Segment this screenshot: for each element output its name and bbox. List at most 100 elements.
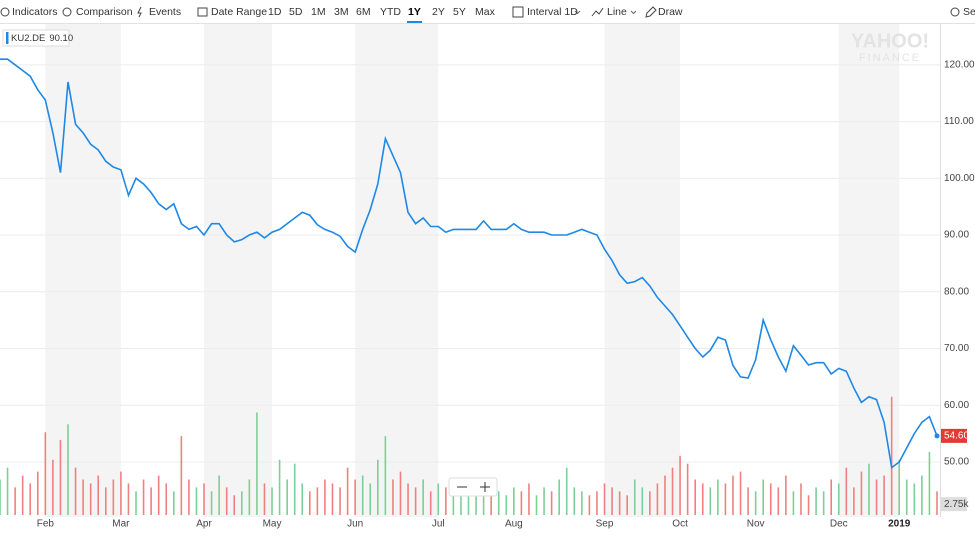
volume-bar bbox=[0, 479, 1, 515]
x-tick-label: Oct bbox=[672, 519, 688, 530]
volume-bar bbox=[316, 487, 319, 515]
toolbar-button[interactable]: Draw bbox=[658, 6, 683, 18]
volume-bar bbox=[732, 475, 734, 515]
x-tick-label: May bbox=[263, 519, 282, 530]
volume-bar bbox=[293, 463, 296, 515]
x-tick-label: Aug bbox=[505, 519, 523, 530]
month-band bbox=[838, 24, 900, 517]
volume-bar bbox=[150, 487, 152, 515]
toolbar-button[interactable]: 5D bbox=[289, 6, 303, 18]
volume-bar bbox=[407, 483, 409, 515]
volume-bar bbox=[936, 491, 938, 515]
volume-bar bbox=[233, 495, 236, 515]
volume-bar bbox=[460, 487, 462, 515]
x-tick-label: Feb bbox=[37, 519, 55, 530]
x-tick-label: Sep bbox=[596, 519, 614, 530]
volume-bar bbox=[346, 467, 349, 515]
toolbar-button[interactable]: 5Y bbox=[453, 6, 466, 18]
y2-tick-box bbox=[941, 497, 967, 512]
volume-bar bbox=[769, 483, 772, 515]
toolbar-button[interactable]: 6M bbox=[356, 6, 371, 18]
volume-bar bbox=[256, 412, 258, 515]
toolbar-button[interactable]: Events bbox=[149, 6, 181, 18]
toolbar-button[interactable]: 3M bbox=[334, 6, 349, 18]
volume-bar bbox=[339, 487, 341, 515]
toolbar-button[interactable]: Indicators bbox=[12, 6, 58, 18]
bands bbox=[45, 24, 900, 517]
volume-bar bbox=[361, 475, 364, 515]
volume-bar bbox=[165, 483, 168, 515]
volume-bar bbox=[777, 487, 780, 515]
volume-bar bbox=[309, 491, 311, 515]
y-tick-label: 50.00 bbox=[944, 457, 969, 468]
volume-bar bbox=[429, 491, 432, 515]
volume-bar bbox=[203, 483, 205, 515]
last-point bbox=[934, 433, 940, 439]
toolbar-button[interactable]: Max bbox=[475, 6, 496, 18]
volume-bar bbox=[399, 471, 402, 515]
volume-bar bbox=[905, 479, 908, 515]
volume-bar bbox=[596, 491, 598, 515]
volume-bar bbox=[550, 491, 553, 515]
toolbar-button[interactable]: 1D bbox=[268, 6, 282, 18]
volume-bar bbox=[513, 487, 515, 515]
volume-bar bbox=[921, 475, 923, 515]
toolbar-button[interactable]: Line bbox=[607, 6, 627, 18]
volume-bar bbox=[626, 495, 628, 515]
volume-bar bbox=[709, 487, 712, 515]
icon bbox=[62, 7, 72, 17]
zoom-controls[interactable] bbox=[448, 477, 498, 497]
volume-bar bbox=[785, 475, 787, 515]
volume-bar bbox=[543, 487, 545, 515]
legend-label: KU2.DE 90.10 bbox=[11, 33, 73, 44]
volume-bar bbox=[29, 483, 32, 515]
volume-bar bbox=[89, 483, 92, 515]
toolbar-button[interactable]: 2Y bbox=[432, 6, 445, 18]
icon bbox=[512, 6, 524, 18]
volume-bar bbox=[82, 479, 84, 515]
volume-bar bbox=[271, 487, 273, 515]
volume-bar bbox=[701, 483, 704, 515]
volume-bar bbox=[104, 487, 107, 515]
toolbar-button[interactable]: 1M bbox=[311, 6, 326, 18]
volume-bar bbox=[822, 491, 825, 515]
volume-bar bbox=[59, 440, 62, 515]
volume-bar bbox=[520, 491, 523, 515]
volume-bar bbox=[97, 475, 100, 515]
toolbar-button[interactable]: Comparison bbox=[76, 6, 133, 18]
volume-bar bbox=[694, 479, 696, 515]
volume-bar bbox=[724, 483, 727, 515]
legend-value: 90.10 bbox=[49, 33, 73, 44]
toolbar-button[interactable]: 1Y bbox=[408, 6, 421, 18]
volume-bar bbox=[671, 467, 674, 515]
volume-bar bbox=[490, 487, 492, 515]
volume-bar bbox=[875, 479, 878, 515]
volume-bar bbox=[618, 491, 621, 515]
month-band bbox=[355, 24, 439, 517]
toolbar-button[interactable]: YTD bbox=[380, 6, 401, 18]
toolbar-button[interactable]: Se bbox=[963, 6, 975, 18]
volume-bar bbox=[565, 467, 568, 515]
y-tick-label: 80.00 bbox=[944, 286, 969, 297]
toolbar-button[interactable]: Date Range bbox=[211, 6, 267, 18]
volume-bar bbox=[830, 479, 833, 515]
volume-bar bbox=[890, 396, 893, 515]
x-tick-label: Dec bbox=[830, 519, 848, 530]
volume-bar bbox=[384, 436, 387, 515]
volume-bar bbox=[324, 479, 326, 515]
volume-bar bbox=[664, 475, 666, 515]
toolbar-button[interactable]: Interval 1D bbox=[527, 6, 578, 18]
volume-bar bbox=[263, 483, 266, 515]
volume-bar bbox=[369, 483, 372, 515]
volume-bar bbox=[754, 491, 757, 515]
volume-bar bbox=[581, 491, 583, 515]
icon bbox=[137, 6, 142, 18]
volume-bar bbox=[36, 471, 39, 515]
volume-bar bbox=[218, 475, 220, 515]
volume-bar bbox=[603, 483, 606, 515]
legend-name: KU2.DE bbox=[11, 33, 45, 44]
x-tick-label: Jun bbox=[347, 519, 363, 530]
volume-bar bbox=[558, 479, 560, 515]
volume-bar bbox=[535, 495, 538, 515]
